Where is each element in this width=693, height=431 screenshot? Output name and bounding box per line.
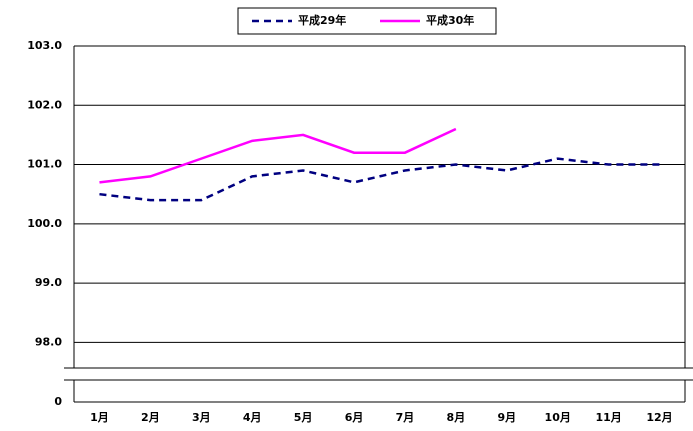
y-tick-label: 102.0 [27, 98, 62, 111]
y-tick-label: 100.0 [27, 217, 62, 230]
y-tick-label: 103.0 [27, 39, 62, 52]
x-tick-label: 7月 [396, 411, 415, 424]
x-tick-label: 2月 [141, 411, 160, 424]
y-tick-label: 98.0 [35, 335, 62, 348]
y-tick-label: 0 [54, 395, 62, 408]
x-tick-label: 11月 [595, 411, 621, 424]
series-line [99, 157, 660, 202]
x-tick-label: 12月 [646, 411, 672, 424]
x-tick-label: 8月 [447, 411, 466, 424]
x-tick-label: 1月 [90, 411, 109, 424]
series-line [99, 127, 457, 184]
x-tick-label: 6月 [345, 411, 364, 424]
x-tick-label: 10月 [545, 411, 571, 424]
x-tick-label: 3月 [192, 411, 211, 424]
axis-break-gap [64, 368, 693, 380]
legend-label: 平成30年 [426, 13, 474, 27]
x-tick-label: 5月 [294, 411, 313, 424]
y-tick-label: 101.0 [27, 158, 62, 171]
x-tick-label: 9月 [497, 411, 516, 424]
y-tick-label: 99.0 [35, 276, 62, 289]
legend-label: 平成29年 [298, 13, 346, 27]
x-tick-label: 4月 [243, 411, 262, 424]
